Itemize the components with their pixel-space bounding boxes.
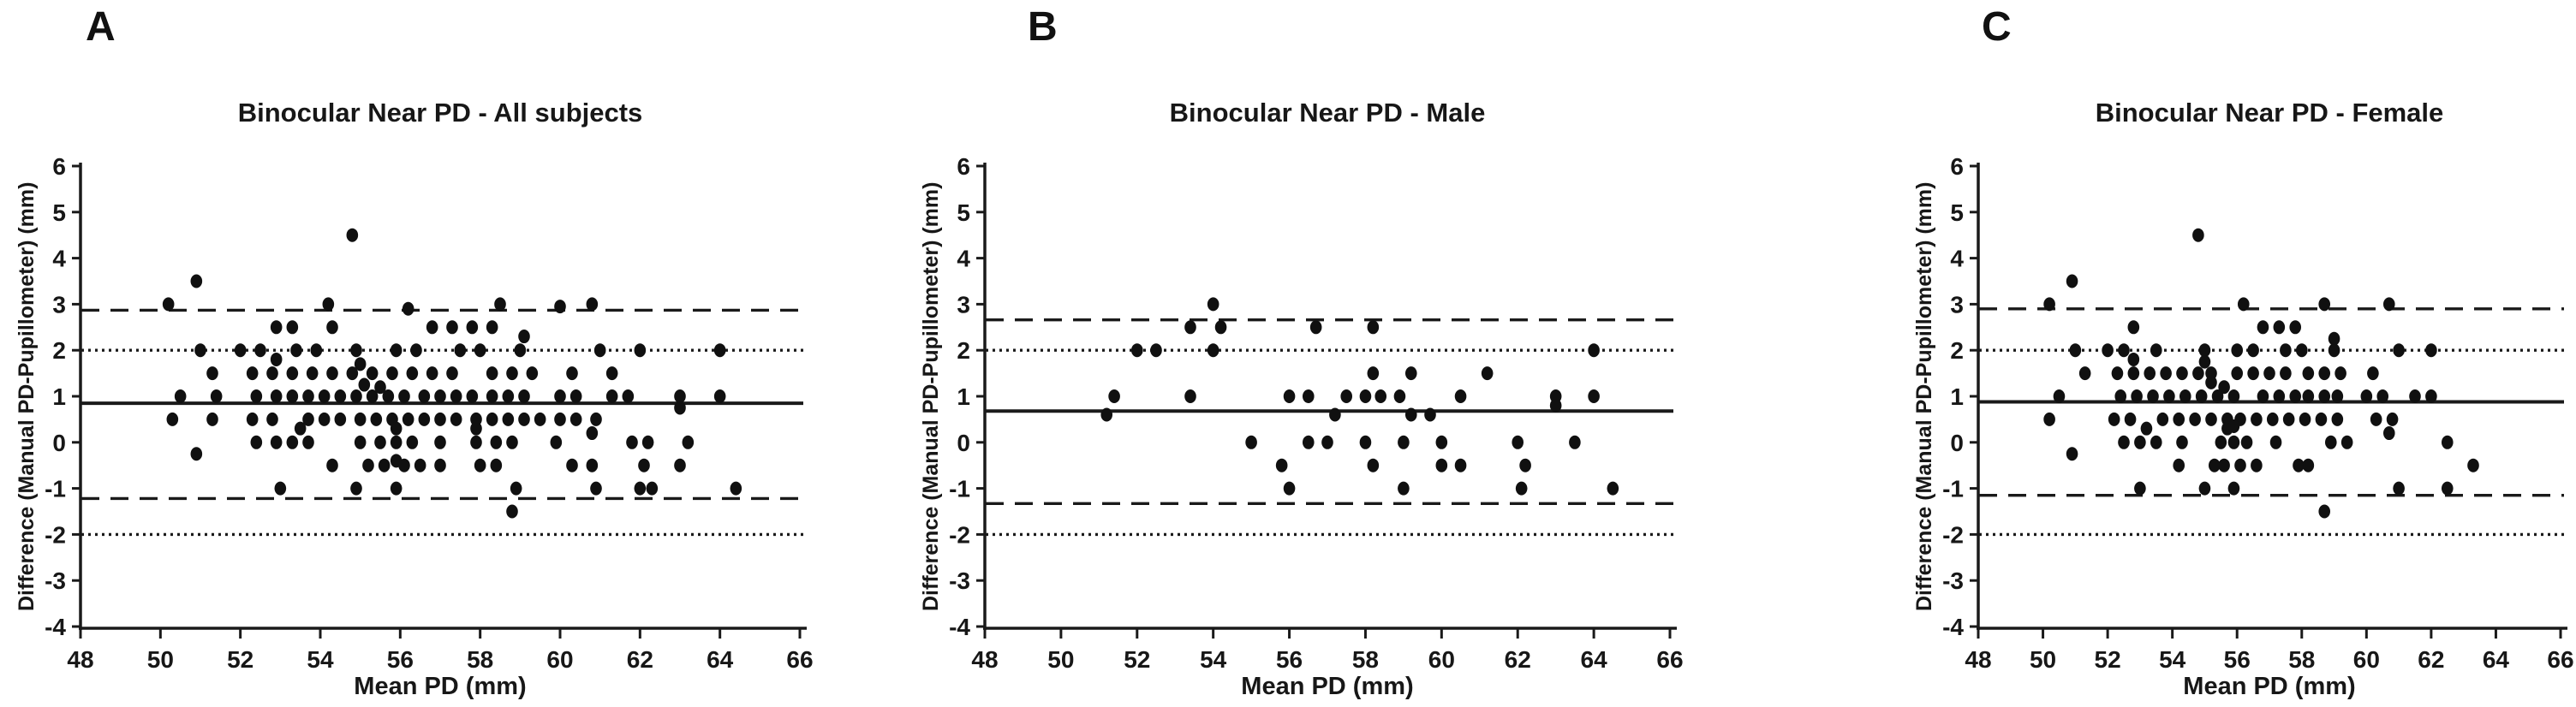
svg-text:66: 66 — [2547, 646, 2573, 673]
svg-text:3: 3 — [52, 291, 66, 318]
svg-text:5: 5 — [1950, 199, 1964, 226]
svg-text:3: 3 — [1950, 291, 1964, 318]
svg-text:-3: -3 — [949, 567, 970, 594]
svg-text:64: 64 — [1581, 646, 1608, 673]
svg-text:-2: -2 — [45, 521, 66, 548]
svg-text:-2: -2 — [949, 521, 970, 548]
panel-letter-c: C — [1982, 4, 2012, 50]
svg-text:62: 62 — [627, 646, 653, 673]
svg-text:4: 4 — [52, 246, 66, 272]
svg-text:60: 60 — [2353, 646, 2380, 673]
svg-text:1: 1 — [52, 383, 66, 410]
svg-text:2: 2 — [957, 337, 970, 364]
svg-text:-1: -1 — [1942, 476, 1964, 502]
svg-text:54: 54 — [1200, 646, 1227, 673]
svg-text:-3: -3 — [45, 567, 66, 594]
chart-title-female: Binocular Near PD - Female — [2095, 98, 2444, 128]
svg-text:5: 5 — [957, 199, 970, 226]
svg-text:62: 62 — [1505, 646, 1531, 673]
svg-text:50: 50 — [147, 646, 174, 673]
panel-all-subjects: A Binocular Near PD - All subjects Diffe… — [0, 0, 865, 707]
svg-text:-3: -3 — [1942, 567, 1964, 594]
svg-text:56: 56 — [1276, 646, 1303, 673]
svg-text:50: 50 — [2030, 646, 2056, 673]
chart-title-male: Binocular Near PD - Male — [1169, 98, 1486, 128]
svg-text:0: 0 — [1950, 430, 1964, 456]
x-axis-label-male: Mean PD (mm) — [1241, 673, 1414, 700]
svg-text:54: 54 — [307, 646, 334, 673]
svg-text:-1: -1 — [949, 476, 970, 502]
svg-text:66: 66 — [1656, 646, 1683, 673]
svg-text:0: 0 — [52, 430, 66, 456]
svg-text:66: 66 — [786, 646, 813, 673]
svg-text:4: 4 — [957, 246, 970, 272]
panel-letter-b: B — [1028, 4, 1058, 50]
svg-text:3: 3 — [957, 291, 970, 318]
svg-text:1: 1 — [1950, 383, 1964, 410]
svg-text:5: 5 — [52, 199, 66, 226]
svg-text:64: 64 — [2483, 646, 2510, 673]
svg-text:64: 64 — [707, 646, 734, 673]
svg-text:1: 1 — [957, 383, 970, 410]
x-axis-label-all-subjects: Mean PD (mm) — [354, 673, 527, 700]
svg-text:6: 6 — [52, 153, 66, 180]
svg-text:-4: -4 — [45, 614, 66, 640]
svg-text:52: 52 — [2095, 646, 2121, 673]
x-axis-label-female: Mean PD (mm) — [2183, 673, 2356, 700]
svg-text:-4: -4 — [949, 614, 970, 640]
chart-title-all-subjects: Binocular Near PD - All subjects — [237, 98, 643, 128]
svg-text:62: 62 — [2418, 646, 2444, 673]
panel-male: B Binocular Near PD - Male Difference (M… — [906, 0, 1762, 707]
svg-text:4: 4 — [1950, 246, 1964, 272]
svg-text:56: 56 — [2224, 646, 2251, 673]
svg-text:54: 54 — [2159, 646, 2186, 673]
svg-text:58: 58 — [467, 646, 493, 673]
panel-letter-a: A — [86, 4, 116, 50]
svg-text:52: 52 — [1124, 646, 1150, 673]
svg-text:0: 0 — [957, 430, 970, 456]
svg-text:60: 60 — [1428, 646, 1455, 673]
panel-female: C Binocular Near PD - Female Difference … — [1899, 0, 2576, 707]
svg-text:60: 60 — [546, 646, 573, 673]
svg-text:58: 58 — [1352, 646, 1379, 673]
svg-text:2: 2 — [1950, 337, 1964, 364]
svg-text:6: 6 — [957, 153, 970, 180]
svg-text:50: 50 — [1047, 646, 1074, 673]
svg-text:48: 48 — [67, 646, 93, 673]
svg-text:48: 48 — [971, 646, 998, 673]
svg-text:58: 58 — [2288, 646, 2315, 673]
svg-text:48: 48 — [1965, 646, 1991, 673]
svg-text:-2: -2 — [1942, 521, 1964, 548]
svg-text:56: 56 — [387, 646, 414, 673]
svg-text:6: 6 — [1950, 153, 1964, 180]
svg-text:-4: -4 — [1942, 614, 1964, 640]
svg-text:2: 2 — [52, 337, 66, 364]
svg-text:-1: -1 — [45, 476, 66, 502]
svg-text:52: 52 — [227, 646, 253, 673]
